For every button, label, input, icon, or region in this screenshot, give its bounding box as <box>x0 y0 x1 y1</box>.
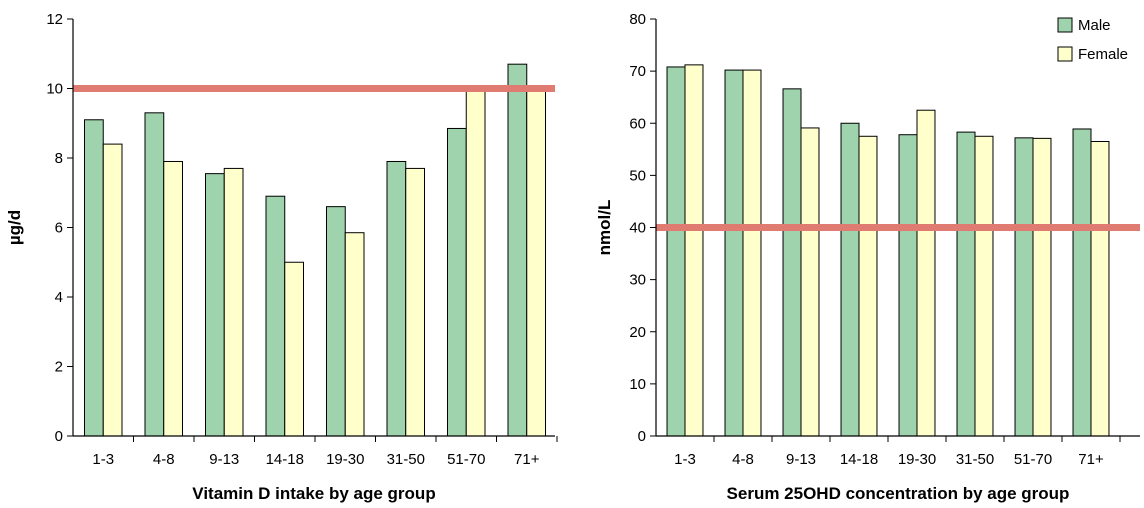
left-x-tick-label: 19-30 <box>326 451 364 468</box>
legend-label-female: Female <box>1078 46 1128 63</box>
left-y-tick-label: 6 <box>55 220 63 237</box>
right-bar-female-19-30 <box>916 109 936 437</box>
left-bar-male-9-13 <box>205 173 225 437</box>
right-y-tick-label: 70 <box>629 63 646 80</box>
left-x-tick-label: 4-8 <box>153 451 175 468</box>
right-x-tick-label: 31-50 <box>956 451 994 468</box>
left-bar-male-51-70 <box>447 127 467 437</box>
right-bar-female-9-13 <box>800 127 820 437</box>
right-bar-female-31-50 <box>974 135 994 437</box>
right-y-tick-label: 30 <box>629 272 646 289</box>
right-x-tick-label: 19-30 <box>898 451 936 468</box>
left-bar-female-51-70 <box>465 88 486 437</box>
right-x-tick-label: 14-18 <box>840 451 878 468</box>
left-bar-male-19-30 <box>326 206 346 437</box>
right-bar-female-4-8 <box>742 69 762 437</box>
left-bar-female-1-3 <box>102 143 123 437</box>
right-bar-male-51-70 <box>1014 137 1034 437</box>
left-x-tick-label: 1-3 <box>92 451 114 468</box>
right-y-tick-label: 40 <box>629 220 646 237</box>
left-y-tick-label: 0 <box>55 428 63 445</box>
right-y-tick-label: 10 <box>629 376 646 393</box>
left-x-tick-label: 51-70 <box>447 451 485 468</box>
left-y-axis-title: µg/d <box>5 210 24 245</box>
left-bar-female-31-50 <box>405 167 425 437</box>
left-bar-male-4-8 <box>144 112 165 437</box>
left-y-tick-label: 12 <box>46 11 63 28</box>
right-x-tick-label: 51-70 <box>1014 451 1052 468</box>
left-bar-female-14-18 <box>284 261 304 437</box>
chart-vitamin-d-intake: 1-3 4-8 9-13 14-18 19-30 31-50 51-70 71+ 0 2 4 6 8 10… <box>5 11 558 503</box>
right-bar-male-1-3 <box>666 66 686 437</box>
right-y-tick-label: 20 <box>629 324 646 341</box>
left-x-axis-title: Vitamin D intake by age group <box>192 484 435 503</box>
left-x-tick-label: 14-18 <box>266 451 304 468</box>
right-x-tick-label: 1-3 <box>674 451 696 468</box>
right-bar-male-71+ <box>1072 128 1092 437</box>
left-bar-male-1-3 <box>84 119 104 437</box>
left-bar-female-19-30 <box>344 232 365 437</box>
right-x-tick-label: 71+ <box>1078 451 1104 468</box>
right-y-tick-label: 60 <box>629 115 646 132</box>
left-bar-female-71+ <box>526 88 546 437</box>
legend-swatch-male <box>1057 17 1073 33</box>
left-x-tick-label: 9-13 <box>209 451 239 468</box>
left-bar-female-4-8 <box>163 160 183 437</box>
right-bar-female-14-18 <box>858 135 878 437</box>
right-bar-male-31-50 <box>956 131 976 437</box>
right-x-tick-label: 4-8 <box>732 451 754 468</box>
right-bar-female-51-70 <box>1032 137 1052 437</box>
chart-serum-25ohd: 1-3 4-8 9-13 14-18 19-30 31-50 51-70 71+ 0 10 20 30… <box>595 11 1140 503</box>
left-bar-male-14-18 <box>265 195 286 437</box>
right-y-tick-label: 0 <box>638 428 646 445</box>
legend: Male Female <box>1057 17 1128 63</box>
right-bar-male-4-8 <box>724 69 744 437</box>
left-y-tick-label: 8 <box>55 150 63 167</box>
right-y-tick-label: 50 <box>629 167 646 184</box>
right-bar-male-14-18 <box>840 122 860 437</box>
right-y-axis-title: nmol/L <box>595 200 614 256</box>
legend-label-male: Male <box>1078 17 1111 34</box>
left-y-tick-label: 4 <box>55 289 63 306</box>
right-bar-female-71+ <box>1090 140 1110 437</box>
legend-swatch-female <box>1057 46 1073 62</box>
right-bar-female-1-3 <box>684 64 704 437</box>
right-y-tick-label: 80 <box>629 11 646 28</box>
left-bar-male-71+ <box>507 63 528 437</box>
left-x-tick-label: 71+ <box>514 451 540 468</box>
left-bar-female-9-13 <box>223 167 244 437</box>
right-bar-male-19-30 <box>898 134 918 437</box>
left-y-tick-label: 10 <box>46 81 63 98</box>
right-bar-male-9-13 <box>782 88 802 437</box>
left-x-tick-label: 31-50 <box>387 451 425 468</box>
left-bar-male-31-50 <box>386 160 407 437</box>
right-x-axis-title: Serum 25OHD concentration by age group <box>727 484 1070 503</box>
right-x-tick-label: 9-13 <box>786 451 816 468</box>
left-y-tick-label: 2 <box>55 359 63 376</box>
